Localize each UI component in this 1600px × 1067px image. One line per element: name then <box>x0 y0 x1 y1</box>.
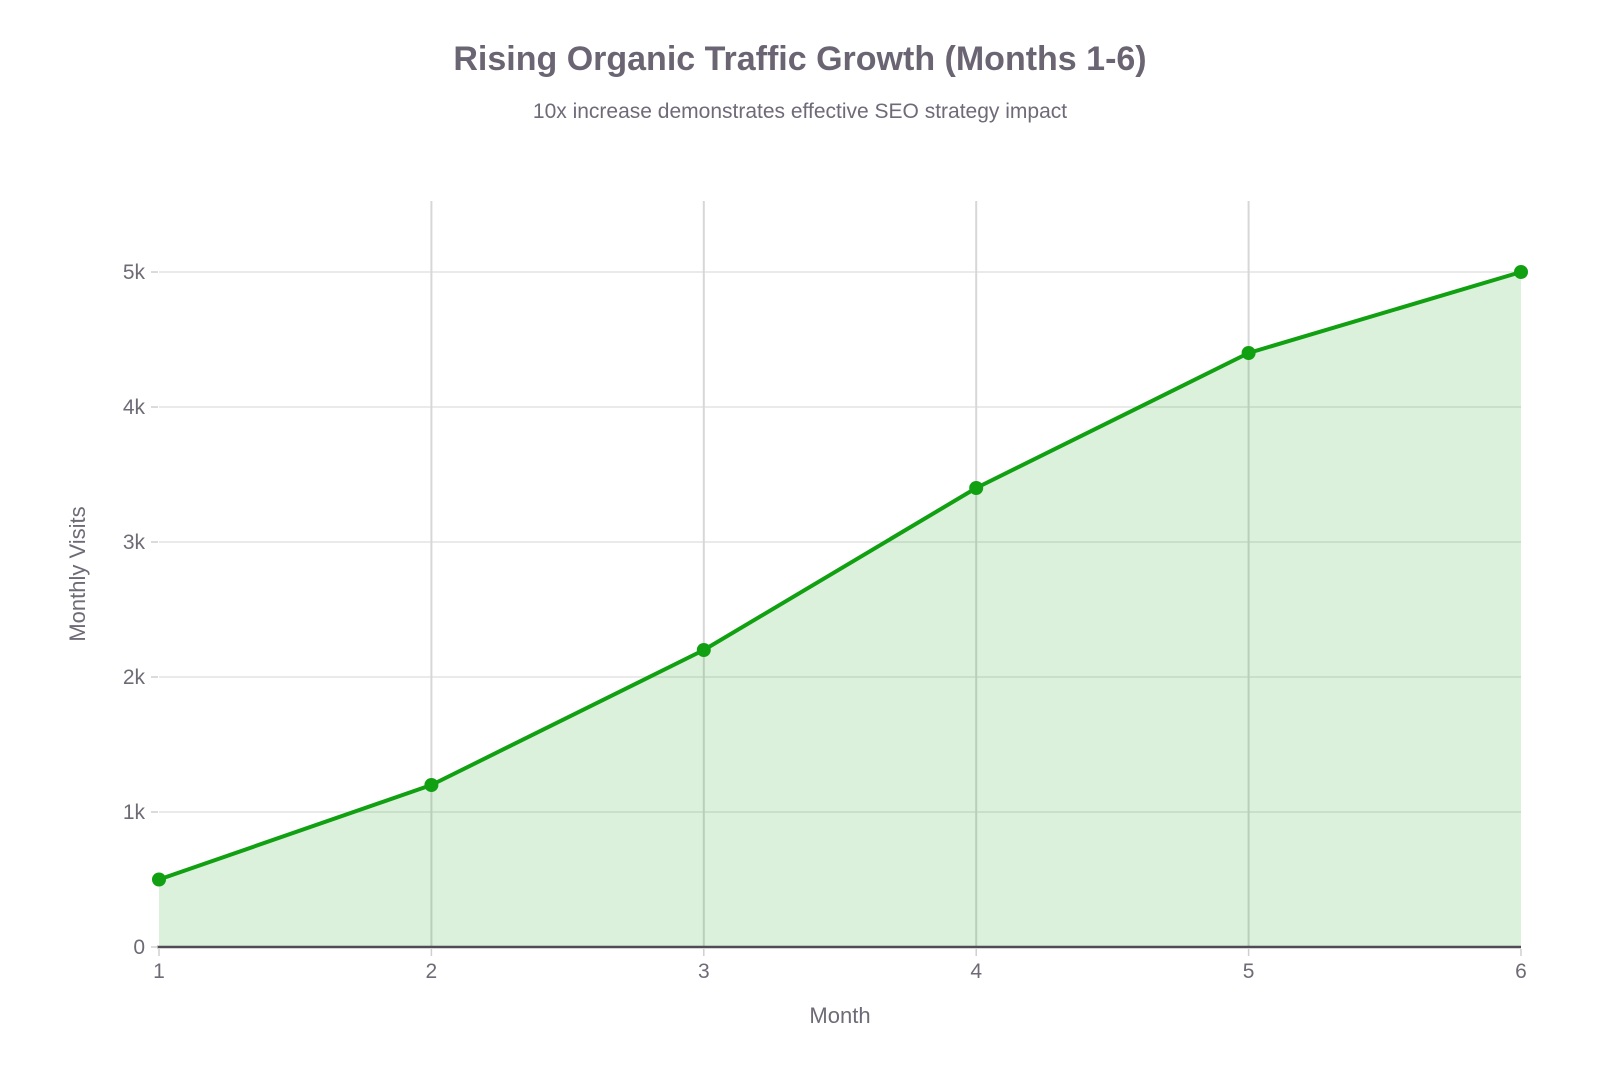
y-tick-label: 5k <box>123 261 146 284</box>
area-fill <box>159 272 1521 947</box>
x-axis-title: Month <box>809 1003 871 1028</box>
series-area <box>159 272 1521 947</box>
gridlines <box>159 201 1521 947</box>
chart-title: Rising Organic Traffic Growth (Months 1-… <box>453 40 1147 78</box>
x-tick-label: 5 <box>1243 960 1255 983</box>
data-point-marker <box>1241 346 1256 361</box>
y-tick-label: 3k <box>123 531 146 554</box>
y-tick-label: 0 <box>133 936 145 959</box>
data-point-marker <box>424 778 439 793</box>
y-tick-label: 1k <box>123 801 146 824</box>
data-point-marker <box>969 481 984 496</box>
trend-line <box>157 270 1523 882</box>
data-point-marker <box>696 643 711 658</box>
tick-labels: 0 1k 2k 3k 4k 5k 1 2 3 4 5 6 <box>123 261 1527 983</box>
x-tick-label: 4 <box>970 960 982 983</box>
x-tick-label: 3 <box>698 960 710 983</box>
x-tick-label: 1 <box>153 960 165 983</box>
series-line <box>157 270 1523 882</box>
data-point-marker <box>1514 265 1528 280</box>
y-tick-label: 4k <box>123 396 146 419</box>
x-tick-label: 6 <box>1515 960 1527 983</box>
data-point-markers <box>152 265 1528 887</box>
x-tick-label: 2 <box>426 960 438 983</box>
y-tick-label: 2k <box>123 666 146 689</box>
tick-marks <box>151 271 1522 956</box>
data-point-marker <box>152 872 166 887</box>
chart-subtitle: 10x increase demonstrates effective SEO … <box>532 100 1068 123</box>
